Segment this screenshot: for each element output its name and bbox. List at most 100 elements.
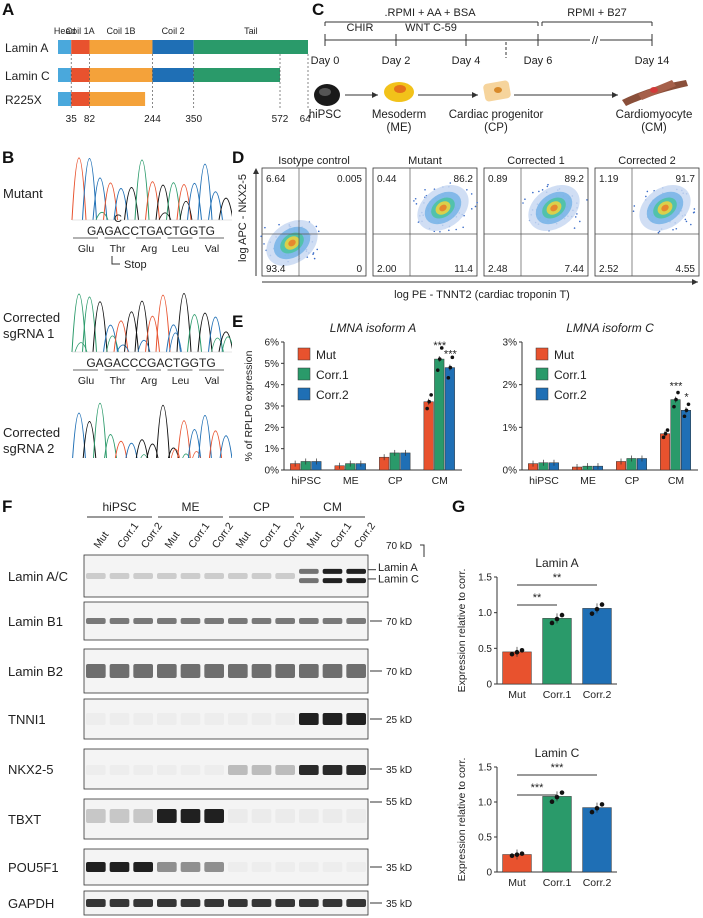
chromatogram-peak [116, 344, 130, 353]
chart-data-point [661, 435, 666, 440]
flow-event-dot [317, 230, 320, 233]
chart-significance: ** [553, 572, 562, 584]
blot-group-label: hiPSC [102, 500, 136, 514]
blot-band [299, 809, 319, 823]
chart-y-axis-label: Expression relative to corr. [456, 758, 468, 882]
chromatogram-peak [74, 342, 88, 353]
blot-row-label: Lamin A/C [8, 569, 68, 584]
blot-lane-label: Mut [91, 529, 111, 550]
blot-band [346, 578, 366, 584]
blot-lane-label: Corr.2 [281, 520, 307, 550]
chart-category-label: CM [432, 475, 448, 487]
chart-category-label: hiPSC [291, 475, 321, 487]
blot-band [251, 664, 272, 678]
blot-band [251, 573, 272, 579]
residue-tick-label: 350 [185, 114, 202, 125]
amino-acid-label: Val [205, 243, 219, 255]
flow-x-axis-label: log PE - TNNT2 (cardiac troponin T) [394, 289, 570, 301]
chart-significance: *** [433, 340, 447, 352]
chart-y-tick-label: 0.5 [478, 644, 492, 655]
blot-band [228, 664, 248, 678]
blot-band [275, 765, 295, 775]
chromatogram-peak [134, 300, 150, 353]
residue-tick-label: 244 [144, 114, 161, 125]
protein-row-label: R225X [5, 93, 42, 107]
panel-label-e: E [232, 312, 244, 331]
quadrant-lower-right: 7.44 [565, 264, 585, 275]
arrow-head-icon [692, 279, 698, 285]
chromatogram-peak [93, 402, 107, 458]
panel-e-qpcr-charts: 0% 1% 2% 3% 4% 5% 6% LMNA isoform A % of RPLP0 e… [243, 321, 698, 487]
blot-band [322, 664, 343, 678]
blot-band [86, 573, 106, 579]
blot-membrane [83, 648, 369, 694]
flow-event-dot [690, 223, 692, 226]
chromatogram-peak [145, 181, 160, 221]
blot-band-label: Lamin C [378, 574, 419, 586]
blot-band [204, 899, 224, 907]
flow-event-dot [524, 198, 526, 200]
chart-category-label: Mut [508, 689, 526, 701]
kd-marker-bracket [420, 544, 425, 557]
quadrant-lower-right: 0 [356, 264, 362, 275]
domain-label: Coil 1A [66, 26, 95, 36]
blot-row-label: NKX2-5 [8, 762, 54, 777]
chart-bar [542, 796, 572, 873]
chromatogram-peak [208, 316, 223, 353]
cardiomyocyte-nucleus [650, 87, 658, 93]
chromatogram-peak [221, 336, 232, 353]
blot-kd-label: 55 kD [386, 797, 412, 808]
blot-row-label: TBXT [8, 812, 41, 827]
chromatogram-peak [92, 301, 108, 353]
sample-label: sgRNA 1 [3, 326, 54, 341]
chart-significance: *** [531, 782, 545, 794]
blot-band [299, 578, 319, 584]
flow-event-dot [579, 220, 581, 223]
media-label-1: .RPMI + AA + BSA [384, 7, 476, 19]
blot-band [299, 862, 319, 872]
quadrant-lower-left: 2.00 [377, 264, 397, 275]
domain-label: Coil 2 [162, 26, 185, 36]
quadrant-lower-left: 93.4 [266, 264, 286, 275]
flow-event-dot [455, 228, 457, 231]
chart-title: LMNA isoform A [330, 321, 416, 335]
blot-band [251, 899, 272, 907]
flow-event-dot [547, 183, 549, 186]
blot-band [86, 664, 106, 678]
amino-acid-label: Leu [172, 375, 190, 387]
stage-label: Cardiomyocyte [616, 109, 693, 121]
chart-data-point [559, 612, 565, 618]
blot-band [228, 573, 248, 579]
blot-band [157, 809, 177, 823]
chromatogram-peak [169, 332, 182, 353]
blot-band [109, 862, 130, 872]
chart-data-point [549, 620, 555, 626]
domain-label: Coil 1B [106, 26, 135, 36]
blot-band [346, 664, 366, 678]
chart-y-tick-label: 0.5 [478, 833, 492, 844]
blot-band [109, 899, 130, 907]
panel-g-quantification-charts: 0 0.5 1.0 1.5 Lamin A Expression relative to … [456, 556, 617, 889]
flow-event-dot [546, 185, 549, 188]
chart-category-label: Corr.1 [543, 877, 572, 889]
progenitor-nucleus [494, 87, 502, 93]
flow-event-dot [312, 253, 314, 255]
stage-label: (ME) [387, 122, 412, 134]
flow-plot-title: Isotype control [278, 155, 350, 167]
chromatogram-peak [218, 331, 232, 353]
chromatogram-peak [187, 314, 202, 353]
flow-density-contour [550, 204, 558, 212]
domain-segment [71, 68, 90, 82]
chart-bar [502, 651, 532, 685]
blot-band [180, 899, 201, 907]
blot-band [204, 862, 224, 872]
flow-event-dot [574, 216, 577, 218]
flow-event-dot [474, 205, 477, 208]
chromatogram-peak [167, 447, 180, 458]
flow-event-dot [684, 218, 687, 221]
flow-event-dot [532, 191, 534, 194]
flow-event-dot [278, 223, 280, 226]
blot-lane-label: Corr.2 [210, 520, 236, 550]
domain-label: Head [54, 26, 76, 36]
